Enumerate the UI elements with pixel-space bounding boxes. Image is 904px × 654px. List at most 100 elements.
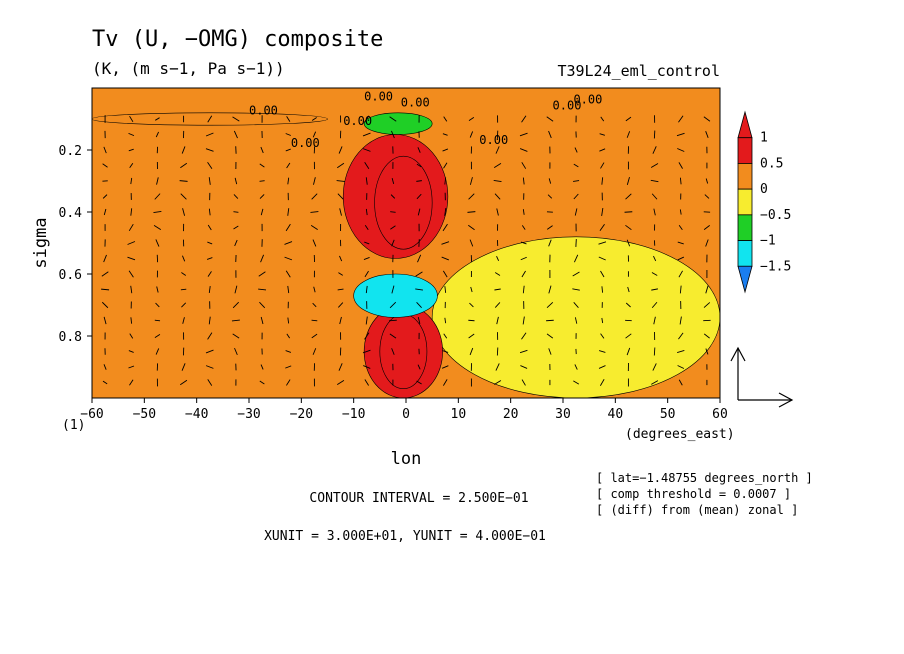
wind-arrow-413 [678,379,683,386]
wind-arrow-111 [259,163,265,168]
wind-arrow-166 [336,180,345,182]
info-box: [ lat=−1.48755 degrees_north ] [ comp th… [596,471,813,517]
wind-arrow-40 [156,177,159,185]
wind-arrow-375 [626,347,631,356]
wind-arrow-155 [313,286,316,293]
wind-arrow-63 [182,255,186,262]
wind-arrow-156 [312,302,317,308]
wind-arrow-276 [496,208,499,216]
wind-arrow-172 [338,272,343,276]
wind-arrow-133 [285,223,291,232]
wind-arrow-405 [677,256,685,261]
wind-arrow-259 [468,224,475,231]
wind-arrow-299 [522,285,525,294]
wind-arrow-121 [260,316,264,325]
wind-arrow-399 [678,162,683,169]
wind-arrow-97 [233,225,239,230]
wind-arrow-226 [415,271,423,277]
colorbar-label-2: 0 [760,182,768,197]
wind-arrow-79 [207,224,212,231]
wind-arrow-260 [469,239,474,247]
wind-arrow-86 [207,332,213,340]
wind-arrow-302 [521,332,527,340]
wind-arrow-292 [522,177,525,185]
wind-arrow-349 [599,223,605,232]
wind-arrow-117 [260,254,265,263]
wind-arrow-396 [678,115,684,123]
wind-arrow-191 [365,285,368,294]
wind-arrow-390 [651,301,658,309]
wind-arrow-314 [548,239,552,247]
wind-arrow-351 [598,256,606,261]
wind-arrow-204 [390,211,396,213]
wind-arrow-387 [653,255,657,262]
wind-arrow-229 [417,317,421,324]
wind-arrow-238 [444,177,447,185]
contour-label-7: 0.00 [573,93,602,107]
wind-arrow-95 [233,194,239,199]
wind-arrow-248 [443,333,448,339]
wind-arrow-104 [232,333,240,339]
wind-arrow-179 [336,380,345,385]
wind-arrow-137 [287,285,290,294]
wind-arrow-114 [260,208,264,216]
wind-arrow-337 [574,317,578,324]
wind-arrow-88 [205,365,214,369]
chart-title: Tv (U, −OMG) composite [92,27,383,52]
wind-arrow-237 [443,162,448,169]
wind-arrow-12 [101,301,109,309]
wind-arrow-33 [128,350,134,353]
wind-arrow-394 [652,363,657,371]
wind-arrow-105 [234,347,238,356]
wind-arrow-152 [312,239,317,247]
wind-arrow-113 [259,194,265,199]
info-line-lat: [ lat=−1.48755 degrees_north ] [596,471,813,485]
info-line-diff: [ (diff) from (mean) zonal ] [596,503,798,517]
wind-arrow-211 [388,319,397,322]
x-tick-label-7: 10 [451,407,467,422]
wind-arrow-395 [651,380,659,385]
wind-arrow-222 [417,208,421,216]
wind-arrow-16 [103,364,107,370]
wind-arrow-346 [601,177,604,185]
wind-arrow-24 [130,208,133,216]
wind-arrow-186 [365,208,368,216]
wind-arrow-190 [364,270,369,278]
wind-arrow-11 [101,288,110,291]
wind-arrow-429 [705,348,709,355]
wind-arrow-41 [154,193,161,200]
wind-arrow-381 [650,163,659,168]
wind-arrow-245 [444,286,447,293]
wind-arrow-244 [442,270,448,278]
wind-arrow-418 [705,178,709,184]
colorbar-segment-0 [737,137,753,164]
wind-arrow-58 [179,180,188,182]
wind-arrow-319 [546,319,554,322]
wind-arrow-34 [128,365,135,369]
wind-arrow-288 [521,115,527,123]
wind-arrow-287 [494,380,502,385]
contour-interval: CONTOUR INTERVAL = 2.500E−01 [309,491,528,506]
wind-arrow-272 [495,146,500,154]
wind-arrow-130 [287,177,290,185]
colorbar-label-1: 0.5 [760,156,783,171]
wind-arrow-5 [102,194,108,199]
wind-arrow-273 [493,162,502,169]
wind-arrow-3 [102,163,108,168]
wind-arrow-356 [600,333,605,339]
wind-arrow-266 [468,333,475,339]
wind-arrow-43 [153,225,162,230]
wind-arrow-42 [153,210,162,214]
wind-arrow-171 [339,255,343,262]
wind-arrow-283 [496,316,499,325]
wind-arrow-174 [337,302,344,308]
wind-arrow-341 [573,380,580,385]
wind-arrow-198 [389,116,397,122]
field-anomaly-2 [379,313,428,389]
wind-arrow-148 [313,177,316,185]
wind-arrow-164 [338,146,343,154]
wind-arrow-199 [391,130,395,139]
field-anomaly-5 [363,112,433,135]
wind-arrow-31 [130,317,133,324]
x-tick-label-6: 0 [402,407,410,422]
